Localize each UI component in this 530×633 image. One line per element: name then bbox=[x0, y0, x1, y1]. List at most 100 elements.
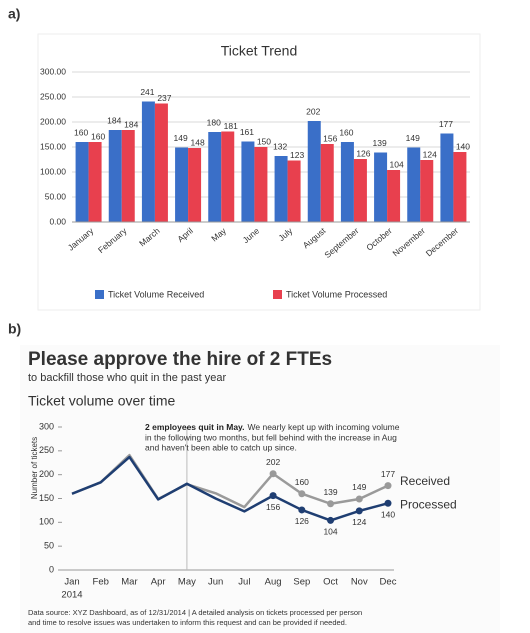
bar bbox=[208, 132, 222, 222]
bar bbox=[241, 141, 255, 222]
data-label: 181 bbox=[224, 121, 238, 131]
point bbox=[269, 470, 277, 478]
bar bbox=[75, 142, 89, 222]
data-label: 139 bbox=[323, 487, 337, 497]
bar bbox=[440, 133, 454, 222]
x-tick-label: Mar bbox=[121, 577, 137, 588]
point bbox=[269, 492, 277, 500]
bar bbox=[374, 152, 388, 222]
chart-title: Please approve the hire of 2 FTEs bbox=[28, 349, 332, 370]
data-label: 177 bbox=[381, 469, 395, 479]
data-label: 140 bbox=[381, 510, 395, 520]
y-tick-label: 0 bbox=[49, 564, 54, 574]
data-label: 139 bbox=[372, 138, 386, 148]
x-tick-label: Aug bbox=[265, 577, 282, 588]
x-tick-label: Jul bbox=[238, 577, 250, 588]
y-tick-label: 100.00 bbox=[40, 166, 66, 176]
x-tick-label: Jan bbox=[64, 577, 79, 588]
bar bbox=[307, 121, 321, 222]
data-label: 202 bbox=[266, 457, 280, 467]
data-label: 140 bbox=[456, 141, 470, 151]
y-tick-label: 250 bbox=[39, 445, 54, 455]
bar bbox=[121, 130, 135, 222]
y-tick-label: 300 bbox=[39, 421, 54, 431]
footer: Data source: XYZ Dashboard, as of 12/31/… bbox=[28, 608, 362, 617]
data-label: 104 bbox=[323, 527, 337, 537]
y-tick-label: 250.00 bbox=[40, 91, 66, 101]
bar bbox=[154, 103, 168, 222]
y-tick-label: 300.00 bbox=[40, 66, 66, 76]
x-tick-label: Dec bbox=[380, 577, 397, 588]
data-label: 124 bbox=[352, 517, 366, 527]
data-label: 104 bbox=[389, 159, 403, 169]
data-label: 126 bbox=[356, 148, 370, 158]
bar bbox=[141, 101, 155, 222]
data-label: 180 bbox=[207, 117, 221, 127]
data-label: 177 bbox=[439, 119, 453, 129]
bar bbox=[254, 147, 268, 222]
bar bbox=[453, 152, 467, 222]
data-label: 202 bbox=[306, 106, 320, 116]
data-label: 160 bbox=[339, 127, 353, 137]
data-label: 184 bbox=[124, 119, 138, 129]
bar bbox=[420, 160, 434, 222]
data-label: 149 bbox=[173, 133, 187, 143]
y-tick-label: 0.00 bbox=[49, 216, 66, 226]
chart-subtitle: Ticket volume over time bbox=[28, 393, 176, 409]
data-label: 148 bbox=[190, 137, 204, 147]
bar bbox=[175, 147, 189, 222]
x-tick-label: Oct bbox=[323, 577, 338, 588]
x-tick-label: Apr bbox=[151, 577, 166, 588]
annotation: in the following two months, but fell be… bbox=[145, 432, 397, 442]
point bbox=[298, 506, 306, 514]
subtitle: to backfill those who quit in the past y… bbox=[28, 372, 226, 384]
annotation-bold: 2 employees quit in May. bbox=[145, 422, 245, 432]
annotation-text: We nearly kept up with incoming volume bbox=[248, 422, 400, 432]
x-tick-label: Feb bbox=[93, 577, 109, 588]
data-label: 237 bbox=[157, 93, 171, 103]
legend-swatch bbox=[95, 290, 104, 299]
bar bbox=[88, 142, 102, 222]
data-label: 126 bbox=[295, 516, 309, 526]
series-label: Processed bbox=[400, 497, 457, 511]
y-axis-label: Number of tickets bbox=[30, 437, 39, 499]
y-tick-label: 50 bbox=[44, 541, 54, 551]
bar bbox=[340, 142, 354, 222]
data-label: 160 bbox=[295, 477, 309, 487]
data-label: 161 bbox=[240, 127, 254, 137]
y-tick-label: 200 bbox=[39, 469, 54, 479]
bar bbox=[221, 131, 235, 222]
data-label: 149 bbox=[406, 133, 420, 143]
panel-label: b) bbox=[8, 321, 21, 337]
panel-label: a) bbox=[8, 6, 20, 22]
data-label: 149 bbox=[352, 482, 366, 492]
series-label: Received bbox=[400, 474, 450, 488]
data-label: 241 bbox=[140, 87, 154, 97]
point bbox=[384, 482, 392, 490]
bar bbox=[387, 170, 401, 222]
y-tick-label: 150 bbox=[39, 493, 54, 503]
y-tick-label: 200.00 bbox=[40, 116, 66, 126]
bar bbox=[287, 160, 301, 222]
data-label: 124 bbox=[423, 149, 437, 159]
legend-swatch bbox=[273, 290, 282, 299]
x-tick-label: Jun bbox=[208, 577, 223, 588]
point bbox=[327, 500, 335, 508]
data-label: 123 bbox=[290, 150, 304, 160]
data-label: 156 bbox=[323, 133, 337, 143]
bar bbox=[407, 147, 421, 222]
point bbox=[327, 516, 335, 524]
x-sublabel: 2014 bbox=[61, 590, 82, 601]
x-tick-label: Nov bbox=[351, 577, 368, 588]
bar bbox=[320, 144, 334, 222]
data-label: 150 bbox=[257, 136, 271, 146]
data-label: 156 bbox=[266, 502, 280, 512]
data-label: 132 bbox=[273, 141, 287, 151]
bar bbox=[108, 130, 122, 222]
legend-label: Ticket Volume Received bbox=[108, 289, 204, 299]
x-tick-label: May bbox=[178, 577, 196, 588]
bar bbox=[353, 159, 367, 222]
x-tick-label: Sep bbox=[293, 577, 310, 588]
